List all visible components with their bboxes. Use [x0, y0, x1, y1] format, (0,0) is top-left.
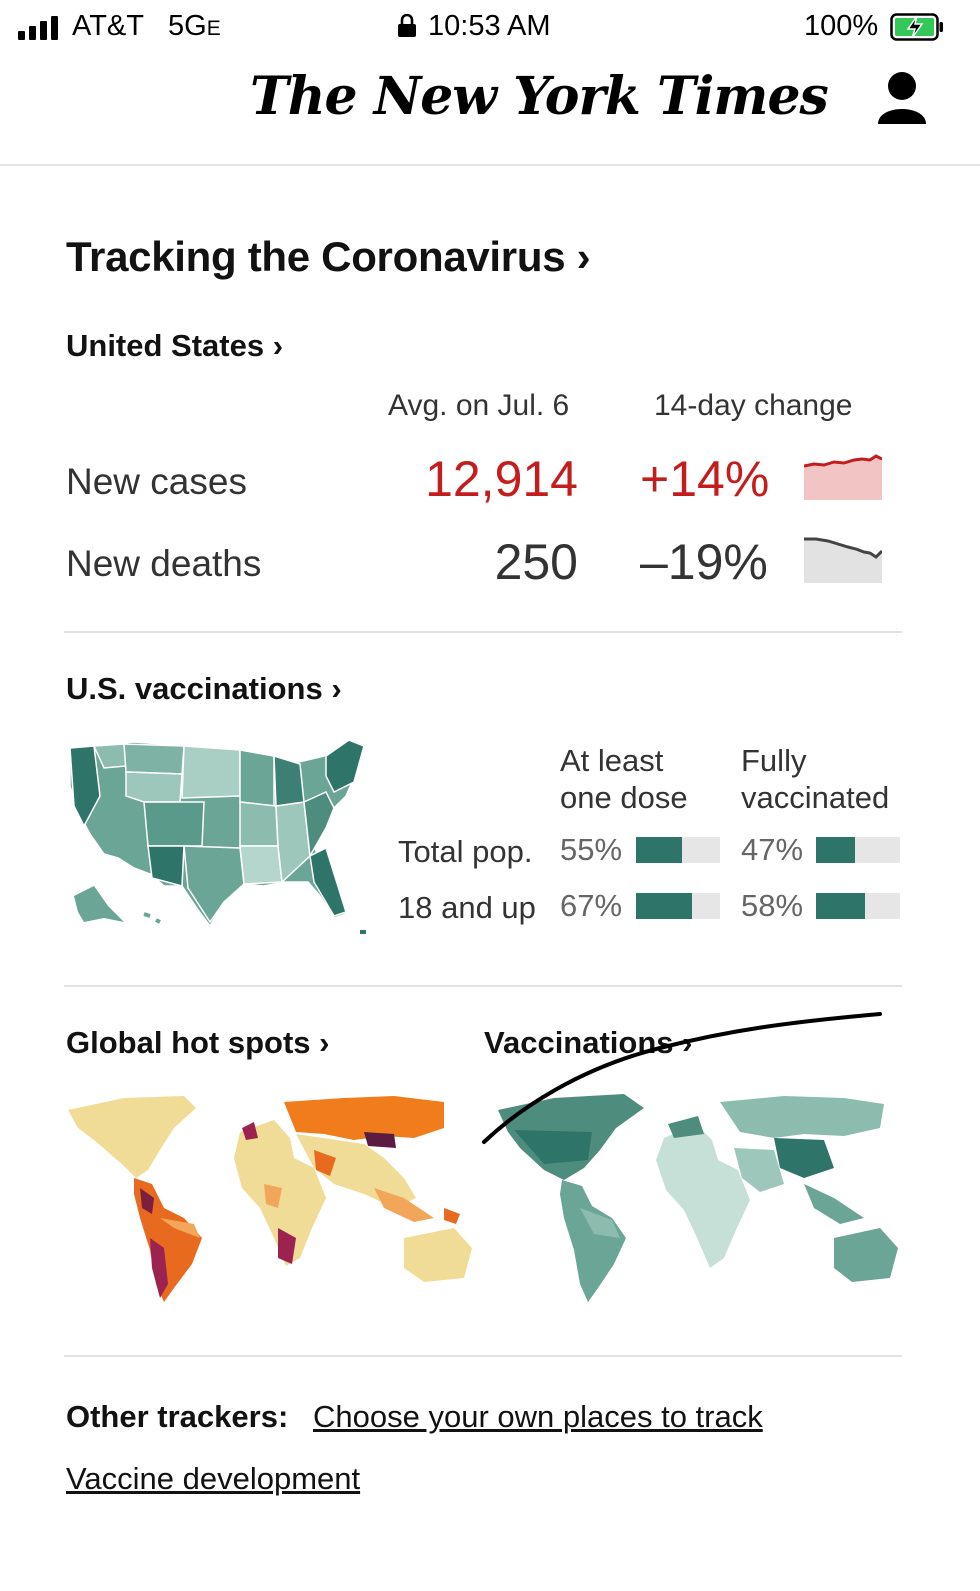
vacc-total-full-pct: 47%	[741, 832, 804, 867]
divider	[64, 1355, 902, 1357]
lock-icon	[398, 14, 416, 37]
user-icon[interactable]	[876, 70, 928, 126]
new-deaths-label: New deaths	[66, 543, 262, 584]
network-label: 5GE	[168, 10, 221, 42]
vacc-total-dose-bar	[636, 837, 720, 863]
annotation-stroke	[482, 1012, 882, 1144]
vacc-row-adult-label: 18 and up	[398, 890, 536, 925]
new-deaths-change: –19%	[640, 534, 768, 590]
vacc-col-full-header: Fully vaccinated	[741, 743, 890, 815]
global-hotspots-map[interactable]	[64, 1088, 478, 1308]
vacc-total-dose-pct: 55%	[560, 832, 623, 867]
new-deaths-value: 250	[494, 534, 578, 590]
vacc-adult-dose-bar	[636, 893, 720, 919]
global-vaccinations-heading[interactable]: Vaccinations ›	[484, 1025, 693, 1060]
global-hotspots-heading[interactable]: Global hot spots ›	[66, 1025, 330, 1060]
new-cases-sparkline	[804, 454, 882, 500]
clock: 10:53 AM	[428, 10, 551, 42]
us-heading[interactable]: United States ›	[66, 328, 284, 363]
battery-percent: 100%	[804, 10, 879, 42]
new-deaths-sparkline	[804, 537, 882, 583]
vacc-total-full-bar	[816, 837, 900, 863]
battery-charging-icon	[890, 13, 943, 41]
vacc-adult-dose-pct: 67%	[560, 888, 623, 923]
us-vaccination-map[interactable]	[64, 736, 384, 936]
vacc-col-dose-header: At least one dose	[560, 743, 688, 815]
vacc-row-total-label: Total pop.	[398, 834, 533, 869]
vaccine-development-link[interactable]: Vaccine development	[66, 1461, 361, 1496]
carrier-label: AT&T	[72, 10, 144, 42]
signal-icon	[18, 14, 62, 40]
divider	[64, 985, 902, 987]
global-vaccinations-map[interactable]	[484, 1088, 914, 1308]
us-vaccinations-heading[interactable]: U.S. vaccinations ›	[66, 671, 342, 706]
divider	[64, 631, 902, 633]
vacc-adult-full-bar	[816, 893, 900, 919]
choose-places-link[interactable]: Choose your own places to track	[313, 1399, 763, 1434]
nyt-logo[interactable]: The New York Times	[250, 66, 829, 127]
status-bar: AT&T 5GE 10:53 AM 100%	[0, 0, 980, 56]
col-avg-header: Avg. on Jul. 6	[388, 389, 570, 422]
tracker-title[interactable]: Tracking the Coronavirus ›	[66, 233, 591, 280]
vacc-adult-full-pct: 58%	[741, 888, 804, 923]
other-trackers-label: Other trackers:	[66, 1399, 289, 1434]
new-cases-change: +14%	[640, 451, 770, 507]
new-cases-label: New cases	[66, 461, 247, 502]
new-cases-value: 12,914	[425, 451, 578, 507]
col-change-header: 14-day change	[654, 389, 853, 422]
masthead: The New York Times	[0, 56, 980, 166]
